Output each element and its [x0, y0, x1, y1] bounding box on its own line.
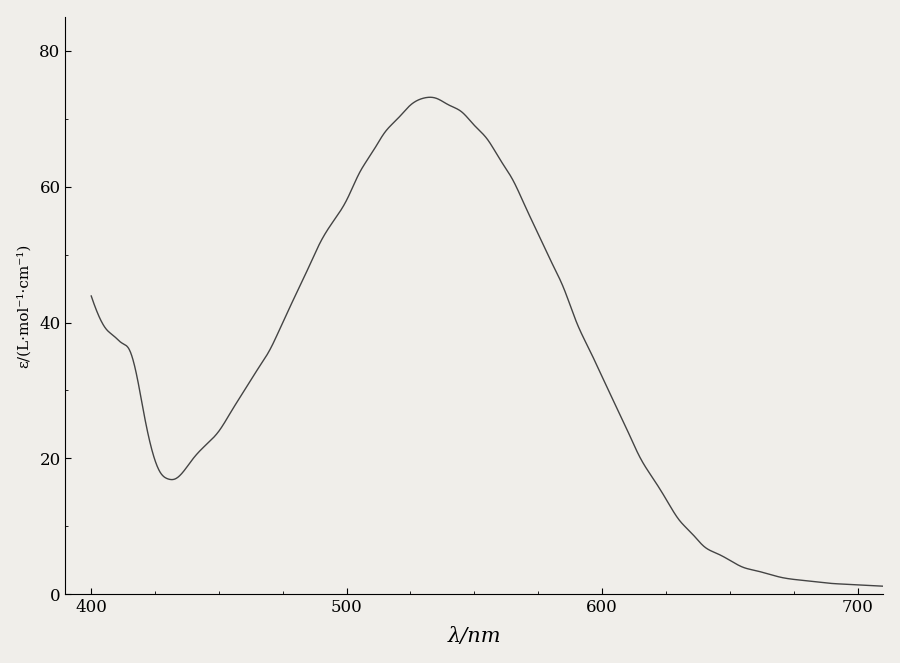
X-axis label: λ/nm: λ/nm: [447, 627, 501, 646]
Y-axis label: ε/(L·mol⁻¹·cm⁻¹): ε/(L·mol⁻¹·cm⁻¹): [17, 243, 31, 368]
